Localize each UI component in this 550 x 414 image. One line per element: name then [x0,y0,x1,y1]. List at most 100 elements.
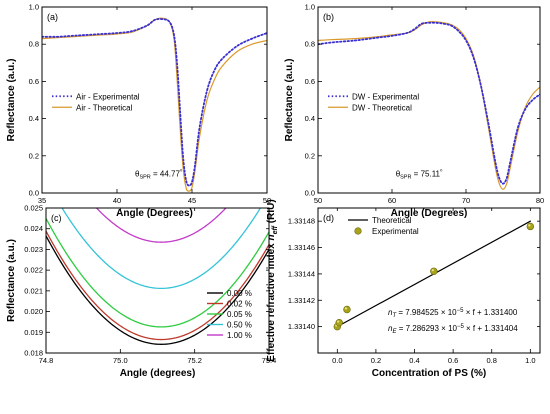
fit-equation: nE = 7.286293 × 10−5 × f + 1.331404 [388,324,518,335]
y-axis-title: Reflectance (a.u.) [6,59,17,142]
x-tick-label: 75.4 [262,356,277,365]
legend-label: 1.00 % [227,331,252,340]
y-title-symbol: n [266,234,277,240]
y-tick-label: 1.0 [29,3,39,12]
plot-area-a [42,17,267,192]
y-tick-label: 0.018 [24,349,43,358]
y-tick-label: 1.33144 [288,269,315,278]
panel-a: Air - Experimental Air - Theoretical θSPR … [6,3,271,220]
y-tick-label: 0.0 [305,189,315,198]
theta-symbol: θ [135,169,140,178]
x-tick-label: 0.0 [332,356,342,365]
y-tick-label: 1.0 [305,3,315,12]
legend-label: Air - Theoretical [76,103,133,112]
x-tick-label: 35 [38,196,46,205]
x-tick-label: 1.0 [525,356,535,365]
y-tick-label: 0.4 [305,114,315,123]
eq-intercept: × f + 1.331400 [463,308,517,317]
plot-area-d [333,220,535,331]
x-tick-label: 75.0 [113,356,128,365]
y-tick-label: 1.33146 [288,243,315,252]
x-tick-label: 0.6 [448,356,458,365]
y-tick-label: 0.025 [24,204,43,213]
x-tick-label: 60 [388,196,396,205]
theta-unit: ⁰ [180,168,183,175]
legend-label: Air - Experimental [76,92,140,101]
eq-exponent: −5 [457,324,465,330]
eq-coefficient: = 7.286293 × 10 [396,324,457,333]
panel-c: 0.00 % 0.02 %0.05 % 0.50 %1.00 % 74.8 75.0 75… [6,204,277,380]
x-tick-label: 45 [188,196,196,205]
y-tick-label: 0.4 [29,114,39,123]
y-tick-label: 0.2 [305,151,315,160]
y-axis-title: Reflectance (a.u.) [6,239,17,322]
series-line [42,18,267,187]
theta-value: = 44.77 [151,169,181,178]
legend-marker [354,227,362,235]
y-tick-label: 0.8 [305,40,315,49]
theta-annotation: θSPR = 44.77⁰ [135,168,183,180]
y-title-subscript: eff [272,225,279,234]
y-tick-label: 1.33148 [288,217,315,226]
x-tick-label: 40 [113,196,121,205]
legend-label: DW - Experimental [352,92,419,101]
data-point [430,267,438,275]
plot-frame [317,207,541,354]
series-curve [61,208,262,290]
y-axis-title: Effective refractive index neff (RIU) [266,199,279,361]
legend-label: 0.05 % [227,310,252,319]
y-tick-label: 0.022 [24,266,43,275]
x-tick-label: 80 [536,196,544,205]
theta-subscript: SPR [139,174,150,180]
y-tick-label: 1.33140 [288,322,315,331]
plot-frame [317,6,541,194]
theta-unit: ⁰ [440,168,443,175]
y-title-part: Effective refractive index [266,241,277,362]
legend-label: 0.50 % [227,321,252,330]
y-tick-label: 0.2 [29,151,39,160]
eq-symbol: n [388,324,393,333]
legend-label: 0.02 % [227,300,252,309]
theta-subscript: SPR [400,174,411,180]
x-tick-label: 50 [263,196,271,205]
series-curve [46,230,269,341]
y-tick-label: 1.33142 [288,296,315,305]
y-tick-label: 0.020 [24,307,43,316]
y-tick-label: 0.021 [24,286,43,295]
panel-b: DW - Experimental DW - Theoretical θSPR = … [284,3,544,220]
eq-coefficient: = 7.984525 × 10 [396,308,457,317]
y-tick-label: 0.6 [305,77,315,86]
series-curve [95,208,227,243]
x-axis-title: Angle (Degrees) [116,208,193,219]
eq-exponent: −5 [457,308,465,314]
series-line [318,21,540,190]
fit-equation: nT = 7.984525 × 10−5 × f + 1.331400 [388,308,518,319]
theta-value: = 75.11 [411,169,440,178]
y-tick-label: 0.0 [29,189,39,198]
eq-subscript: T [392,313,397,319]
plot-frame [45,207,270,354]
plot-frame [41,6,268,194]
series-curve [46,235,269,345]
y-tick-label: 0.8 [29,40,39,49]
panel-label: (a) [47,12,58,22]
data-point [335,318,343,327]
data-point-highlight [528,224,531,227]
x-tick-label: 50 [314,196,322,205]
series-line [42,17,267,192]
legend-label: Experimental [372,227,419,236]
data-point-highlight [431,269,434,272]
y-tick-label: 0.019 [24,328,43,337]
y-tick-label: 0.024 [24,224,43,233]
data-point-highlight [337,320,340,323]
panel-label: (c) [51,213,62,223]
x-axis-title: Concentration of PS (%) [372,368,486,379]
data-point [343,305,351,314]
plot-area-c [46,208,269,345]
eq-subscript: E [392,329,397,335]
data-point-highlight [344,307,348,310]
theta-symbol: θ [396,169,401,178]
y-tick-label: 0.6 [29,77,39,86]
